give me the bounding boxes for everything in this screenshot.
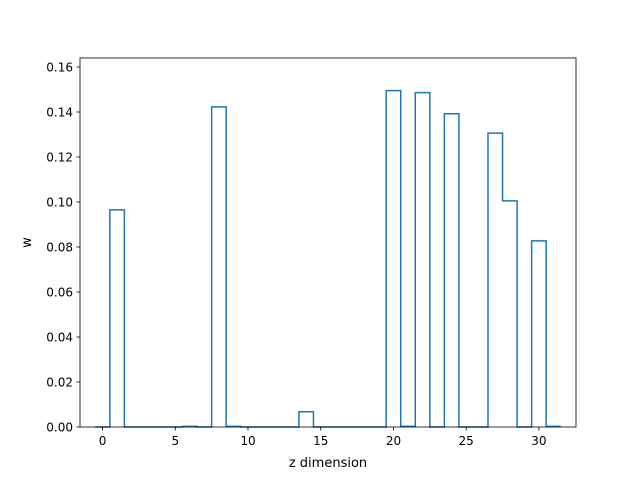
x-tick-label-30: 30: [531, 434, 546, 448]
y-tick-label-5: 0.10: [46, 196, 73, 210]
y-axis-label: w: [20, 237, 35, 248]
y-tick-label-0: 0.00: [46, 421, 73, 435]
plot-area: [79, 57, 577, 428]
x-axis: 0 5 10 15 20 25 30: [99, 427, 547, 448]
axes-frame: [79, 57, 577, 428]
y-tick-label-4: 0.08: [46, 241, 73, 255]
x-tick-label-20: 20: [386, 434, 401, 448]
x-tick-label-25: 25: [459, 434, 474, 448]
y-tick-label-7: 0.14: [46, 106, 73, 120]
x-tick-label-5: 5: [171, 434, 179, 448]
y-tick-label-8: 0.16: [46, 61, 73, 75]
y-tick-label-2: 0.04: [46, 331, 73, 345]
y-tick-label-6: 0.12: [46, 151, 73, 165]
x-tick-label-10: 10: [240, 434, 255, 448]
y-tick-label-1: 0.02: [46, 376, 73, 390]
x-tick-label-15: 15: [313, 434, 328, 448]
x-axis-label: z dimension: [289, 456, 367, 471]
y-axis: 0.00 0.02 0.04 0.06 0.08 0.10 0.12 0.14 0.16: [46, 61, 80, 435]
y-tick-label-3: 0.06: [46, 286, 73, 300]
x-tick-label-0: 0: [99, 434, 107, 448]
